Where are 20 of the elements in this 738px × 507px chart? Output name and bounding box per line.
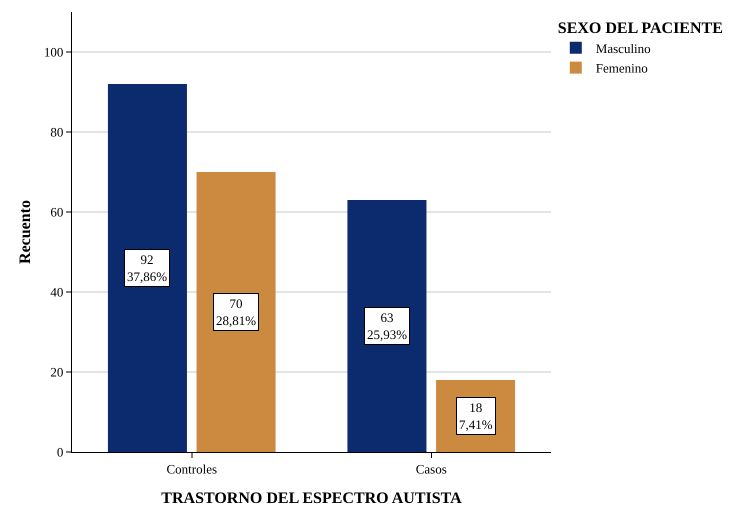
data-label: 18 7,41% <box>459 400 493 432</box>
x-tick-label: Controles <box>166 462 218 477</box>
y-tick-label: 40 <box>50 284 64 300</box>
data-label: 92 37,86% <box>127 252 168 284</box>
data-label: 70 28,81% <box>216 296 256 328</box>
y-tick-label: 100 <box>44 44 64 60</box>
y-tick-label: 80 <box>50 124 64 140</box>
y-tick-label: 20 <box>50 364 64 380</box>
y-axis-title: Recuento <box>17 200 34 264</box>
bar <box>196 172 276 452</box>
data-label: 63 25,93% <box>367 310 408 342</box>
y-tick-label: 0 <box>56 444 64 460</box>
x-axis-title: TRASTORNO DEL ESPECTRO AUTISTA <box>161 490 462 507</box>
x-tick-label: Casos <box>416 462 447 477</box>
legend-label: Femenino <box>596 60 648 76</box>
legend-label: Masculino <box>596 40 651 56</box>
bar <box>108 84 187 452</box>
legend-title: SEXO DEL PACIENTE <box>558 20 723 37</box>
y-tick-label: 60 <box>50 204 64 220</box>
bar <box>347 200 426 452</box>
